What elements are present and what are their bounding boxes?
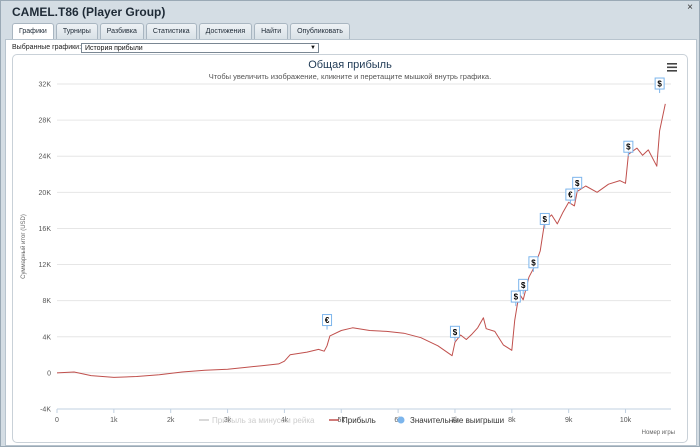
x-tick-label: 1k [110,417,118,424]
legend-item[interactable]: Прибыль [329,416,376,425]
big-win-flag: $ [572,176,583,193]
big-win-symbol: € [325,316,330,325]
x-tick-label: 10k [620,417,632,424]
big-win-symbol: $ [521,281,526,290]
big-win-symbol: $ [543,215,548,224]
big-win-flag-box [510,290,521,303]
big-win-flag-box [449,325,460,338]
legend-label: Прибыль [342,416,376,425]
y-tick-label: 32K [39,82,52,89]
window-title: CAMEL.T86 (Player Group) [12,5,166,19]
big-win-flag: € [322,314,333,330]
legend-item[interactable]: Значительные выигрыши [397,416,505,425]
big-win-flag: $ [623,140,634,157]
big-win-symbol: $ [575,179,580,188]
y-axis: -4K 0 4K 8K 12K 16K 20K 24K 28K 32K [39,82,52,414]
tab-achievements[interactable]: Достижения [198,23,253,39]
chart-selector-value: История прибыли [85,45,143,52]
x-axis-label: Номер игры [642,430,675,436]
big-win-flag-box [654,77,665,90]
big-win-flag: $ [518,278,529,295]
chart-menu-icon[interactable] [667,63,677,72]
x-tick-label: 7k [451,417,459,424]
x-tick-label: 5k [338,417,346,424]
chart-legend: Прибыль за минусом рейка Прибыль Значитель… [199,416,504,425]
tab-statistics[interactable]: Статистика [145,23,197,39]
x-tick-label: 0 [55,417,59,424]
profit-chart[interactable]: Общая прибыль Чтобы увеличить изображени… [13,55,687,442]
x-tick-label: 3k [224,417,232,424]
chevron-down-icon: ▼ [310,45,316,51]
y-tick-label: 24K [39,154,52,161]
big-win-flag: $ [539,212,550,229]
y-tick-label: 28K [39,118,52,125]
big-win-flag: $ [449,325,460,342]
chart-selector-label: Выбранные графики: [12,44,82,51]
y-tick-label: 0 [47,370,51,377]
tab-strip: Графики Турниры Разбивка Статистика Дост… [12,23,352,40]
big-win-symbol: € [568,191,573,200]
y-tick-label: -4K [40,407,51,414]
legend-marker [397,416,405,424]
plot-area: €$$$$$€$$$ [56,77,666,378]
big-win-flag-box [572,176,583,189]
big-win-symbol: $ [453,328,458,337]
x-tick-label: 2k [167,417,175,424]
big-win-flag-box [623,140,634,153]
tab-find[interactable]: Найти [254,23,289,39]
legend-label: Прибыль за минусом рейка [212,416,315,425]
chart-container[interactable]: Общая прибыль Чтобы увеличить изображени… [12,54,688,443]
legend-label: Значительные выигрыши [410,416,504,425]
big-win-flag-box [518,278,529,291]
y-axis-label: Суммарный итог (USD) [20,214,27,279]
big-win-symbol: $ [626,143,631,152]
y-tick-label: 8K [42,298,51,305]
tab-publish[interactable]: Опубликовать [290,23,350,39]
chart-title: Общая прибыль [308,59,392,71]
tab-panel: Выбранные графики: История прибыли ▼ Общ… [5,39,697,446]
y-tick-label: 16K [39,226,52,233]
x-tick-label: 9k [565,417,573,424]
y-tick-label: 20K [39,190,52,197]
close-icon[interactable]: × [687,2,693,13]
y-tick-label: 4K [42,334,51,341]
profit-series-line [56,103,666,378]
big-win-flag: $ [528,256,539,272]
chart-selector-dropdown[interactable]: История прибыли ▼ [81,43,319,53]
chart-subtitle: Чтобы увеличить изображение, кликните и … [209,72,491,81]
big-win-symbol: $ [531,258,536,267]
big-win-flag-box [322,314,333,327]
big-win-symbol: $ [514,293,519,302]
legend-item[interactable]: Прибыль за минусом рейка [199,416,315,425]
big-win-flag: € [565,188,576,205]
tab-tournaments[interactable]: Турниры [55,23,98,39]
title-bar[interactable]: CAMEL.T86 (Player Group) × [1,1,699,23]
tab-breakdown[interactable]: Разбивка [99,23,144,39]
big-win-flag: $ [654,77,665,94]
big-win-symbol: $ [657,80,662,89]
big-win-flag-box [565,188,576,201]
big-win-flag: $ [510,290,521,307]
tab-charts[interactable]: Графики [12,23,54,40]
big-win-flag-box [539,212,550,225]
big-win-flag-box [528,256,539,269]
chart-gridlines [57,83,671,410]
y-tick-label: 12K [39,262,52,269]
x-tick-label: 4k [281,417,289,424]
x-tick-label: 8k [508,417,516,424]
